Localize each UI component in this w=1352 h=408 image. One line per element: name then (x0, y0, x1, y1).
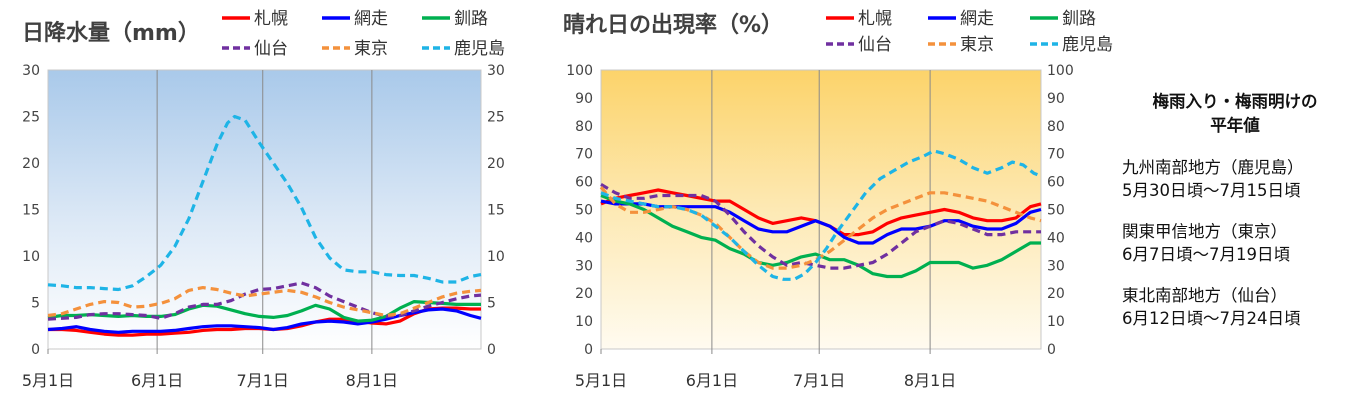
y-tick-label-left: 0 (584, 342, 593, 358)
x-tick-label: 8月1日 (904, 371, 956, 390)
series-line-釧路 (47, 300, 481, 323)
x-tick-label: 7月1日 (793, 371, 845, 390)
legend-label: 釧路 (454, 9, 488, 29)
x-tick-label: 5月1日 (575, 371, 627, 390)
region-name: 九州南部地方（鹿児島） (1122, 158, 1304, 177)
tsuyu-info-panel: 梅雨入り・梅雨明けの 平年値 九州南部地方（鹿児島） 5月30日頃～7月15日頃… (1122, 90, 1348, 330)
legend-label: 網走 (960, 9, 994, 29)
legend-label: 仙台 (858, 35, 892, 55)
y-tick-label-right: 100 (1047, 63, 1074, 79)
y-tick-label-right: 90 (1047, 91, 1065, 107)
region-name: 関東甲信地方（東京） (1122, 222, 1287, 241)
x-tick-label: 8月1日 (346, 371, 398, 390)
x-tick-label: 6月1日 (686, 371, 738, 390)
y-tick-label-left: 25 (22, 110, 40, 126)
y-tick-label-right: 60 (1047, 175, 1065, 191)
series-line-東京 (599, 186, 1042, 270)
legend-label: 鹿児島 (1062, 35, 1113, 55)
info-heading-line-1: 梅雨入り・梅雨明けの (1152, 92, 1318, 111)
y-tick-label-right: 80 (1047, 119, 1065, 135)
y-tick-label-right: 25 (487, 110, 505, 126)
y-tick-label-left: 15 (22, 203, 40, 219)
series-line-仙台 (47, 281, 482, 321)
region-name: 東北南部地方（仙台） (1122, 286, 1287, 305)
y-tick-label-left: 100 (566, 63, 593, 79)
info-region-tohoku: 東北南部地方（仙台） 6月12日頃～7月24日頃 (1122, 284, 1348, 330)
x-tick-label: 5月1日 (22, 371, 74, 390)
y-tick-label-left: 0 (31, 342, 40, 358)
y-tick-label-left: 70 (575, 147, 593, 163)
x-tick-label: 7月1日 (237, 371, 289, 390)
legend-label: 東京 (354, 39, 388, 59)
y-tick-label-left: 20 (575, 286, 593, 302)
y-tick-label-right: 40 (1047, 230, 1065, 246)
info-region-kanto: 関東甲信地方（東京） 6月7日頃～7月19日頃 (1122, 220, 1348, 266)
y-tick-label-right: 0 (1047, 342, 1056, 358)
plot-area (600, 69, 1042, 350)
precipitation-chart: 5月1日 6月1日 7月1日 8月1日 0 0 5 5 10 10 15 15 20 20 25 25 30 30… (22, 9, 505, 390)
region-period: 6月12日頃～7月24日頃 (1122, 309, 1301, 328)
info-region-kyushu: 九州南部地方（鹿児島） 5月30日頃～7月15日頃 (1122, 156, 1348, 202)
series-line-仙台 (600, 183, 1041, 270)
legend-label: 鹿児島 (454, 39, 505, 59)
y-tick-label-right: 70 (1047, 147, 1065, 163)
y-tick-label-right: 50 (1047, 203, 1065, 219)
y-tick-label-right: 20 (1047, 286, 1065, 302)
y-tick-label-right: 10 (1047, 314, 1065, 330)
series-line-鹿児島 (600, 149, 1042, 281)
y-tick-label-left: 20 (22, 156, 40, 172)
region-period: 6月7日頃～7月19日頃 (1122, 245, 1290, 264)
info-heading-line-2: 平年値 (1210, 116, 1260, 135)
y-tick-label-right: 10 (487, 249, 505, 265)
series-line-東京 (47, 286, 482, 318)
y-tick-label-left: 10 (22, 249, 40, 265)
y-tick-label-right: 20 (487, 156, 505, 172)
y-tick-label-left: 80 (575, 119, 593, 135)
series-line-鹿児島 (47, 114, 482, 292)
y-tick-label-right: 0 (487, 342, 496, 358)
legend-label: 釧路 (1062, 9, 1096, 29)
legend-label: 仙台 (254, 39, 288, 59)
y-tick-label-left: 50 (575, 203, 593, 219)
y-tick-label-left: 5 (31, 296, 40, 312)
legend-label: 東京 (960, 35, 994, 55)
y-tick-label-right: 5 (487, 296, 496, 312)
y-tick-label-left: 90 (575, 91, 593, 107)
info-heading: 梅雨入り・梅雨明けの 平年値 (1122, 90, 1348, 138)
sunny-day-rate-chart: 5月1日 6月1日 7月1日 8月1日 0 0 10 10 20 20 30 30 40 40 50 50 60… (563, 9, 1113, 390)
y-tick-label-left: 40 (575, 230, 593, 246)
y-tick-label-left: 30 (22, 63, 40, 79)
region-period: 5月30日頃～7月15日頃 (1122, 181, 1301, 200)
y-tick-label-left: 30 (575, 258, 593, 274)
legend-label: 網走 (354, 9, 388, 29)
y-tick-label-right: 30 (1047, 258, 1065, 274)
y-tick-label-right: 30 (487, 63, 505, 79)
y-tick-label-left: 60 (575, 175, 593, 191)
x-tick-label: 6月1日 (131, 371, 183, 390)
legend-label: 札幌 (858, 9, 892, 29)
chart-title: 晴れ日の出現率（%） (563, 12, 783, 38)
y-tick-label-left: 10 (575, 314, 593, 330)
chart-title: 日降水量（mm） (22, 21, 200, 46)
legend-label: 札幌 (254, 9, 288, 29)
y-tick-label-right: 15 (487, 203, 505, 219)
